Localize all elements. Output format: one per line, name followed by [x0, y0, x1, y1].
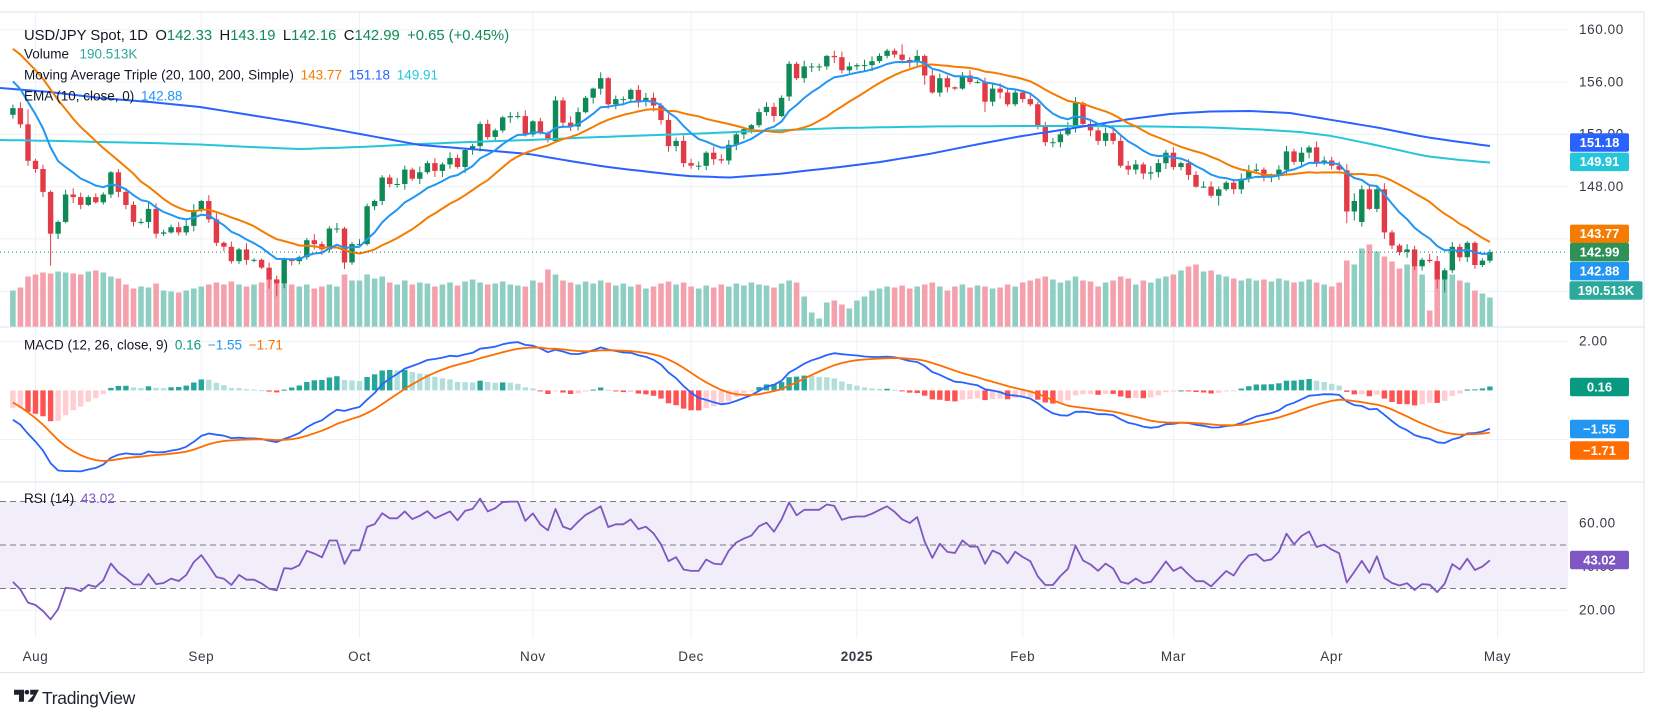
svg-text:RSI (14) 43.02: RSI (14) 43.02	[24, 491, 115, 506]
svg-text:142.99: 142.99	[1580, 245, 1620, 260]
svg-text:Moving Average Triple (20, 100: Moving Average Triple (20, 100, 200, Sim…	[24, 68, 438, 83]
svg-text:148.00: 148.00	[1579, 179, 1624, 194]
svg-text:43.02: 43.02	[1583, 552, 1616, 567]
svg-text:Oct: Oct	[348, 649, 371, 664]
svg-text:EMA (10, close, 0) 142.88: EMA (10, close, 0) 142.88	[24, 89, 182, 104]
svg-text:May: May	[1484, 649, 1511, 664]
svg-text:Aug: Aug	[23, 649, 49, 664]
svg-text:142.88: 142.88	[1580, 264, 1620, 279]
svg-text:151.18: 151.18	[1580, 135, 1620, 150]
svg-text:Nov: Nov	[520, 649, 546, 664]
svg-text:156.00: 156.00	[1579, 74, 1624, 89]
svg-text:190.513K: 190.513K	[1578, 283, 1635, 298]
svg-text:149.91: 149.91	[1580, 154, 1620, 169]
svg-text:Volume 190.513K: Volume 190.513K	[24, 47, 137, 62]
svg-text:20.00: 20.00	[1579, 602, 1616, 617]
svg-text:TradingView: TradingView	[42, 688, 136, 708]
svg-text:2025: 2025	[841, 649, 873, 664]
svg-text:2.00: 2.00	[1579, 333, 1608, 348]
svg-text:160.00: 160.00	[1579, 22, 1624, 37]
svg-text:−1.71: −1.71	[1583, 443, 1616, 458]
svg-text:Feb: Feb	[1010, 649, 1035, 664]
svg-text:0.16: 0.16	[1587, 379, 1612, 394]
svg-text:−1.55: −1.55	[1583, 421, 1616, 436]
svg-text:143.77: 143.77	[1580, 226, 1620, 241]
svg-text:Dec: Dec	[678, 649, 704, 664]
svg-text:60.00: 60.00	[1579, 515, 1616, 530]
svg-text:MACD (12, 26, close, 9) 0.16 −: MACD (12, 26, close, 9) 0.16 −1.55 −1.71	[24, 338, 283, 353]
svg-text:Mar: Mar	[1161, 649, 1186, 664]
svg-text:Apr: Apr	[1320, 649, 1343, 664]
svg-text:USD/JPY Spot, 1D O142.33 H143.: USD/JPY Spot, 1D O142.33 H143.19 L142.16…	[24, 28, 509, 44]
svg-text:Sep: Sep	[188, 649, 214, 664]
